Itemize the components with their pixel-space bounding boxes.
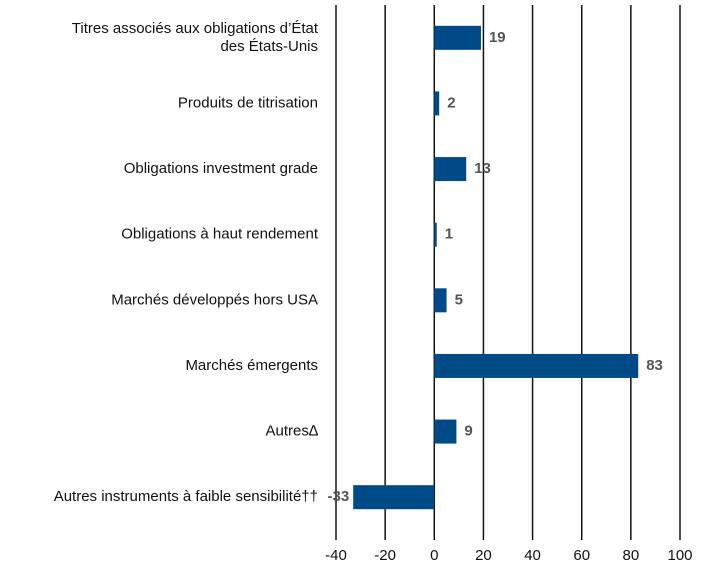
x-tick-label: 100 — [667, 547, 692, 564]
y-tick-label: Titres associés aux obligations d’État de… — [72, 20, 319, 55]
y-tick-label: Produits de titrisation — [178, 94, 318, 111]
bar — [434, 222, 437, 247]
data-label: 83 — [646, 357, 663, 374]
bar — [434, 91, 440, 116]
bar — [434, 157, 467, 182]
x-tick-label: -40 — [325, 547, 347, 564]
x-tick-label: 80 — [623, 547, 640, 564]
data-label: 1 — [445, 226, 453, 243]
x-tick-label: 20 — [475, 547, 492, 564]
bar — [434, 288, 447, 313]
bar — [434, 419, 457, 444]
data-label: 19 — [489, 29, 506, 46]
y-tick-label: Autres instruments à faible sensibilité†… — [54, 488, 318, 505]
y-tick-label: Obligations investment grade — [124, 160, 318, 177]
y-tick-label: Marchés émergents — [185, 357, 318, 374]
data-label: 2 — [447, 94, 455, 111]
y-tick-label: Marchés développés hors USA — [111, 291, 318, 308]
y-tick-label: Obligations à haut rendement — [121, 226, 319, 243]
x-tick-label: 60 — [573, 547, 590, 564]
data-label: -33 — [328, 488, 350, 505]
x-tick-label: 0 — [430, 547, 438, 564]
data-label: 5 — [455, 291, 463, 308]
x-tick-label: 40 — [524, 547, 541, 564]
x-tick-label: -20 — [374, 547, 396, 564]
bar — [434, 25, 481, 50]
data-label: 13 — [474, 160, 491, 177]
bar — [434, 353, 639, 378]
bar — [353, 485, 435, 510]
data-label: 9 — [464, 423, 472, 440]
y-tick-label: Autres∆ — [265, 423, 318, 440]
